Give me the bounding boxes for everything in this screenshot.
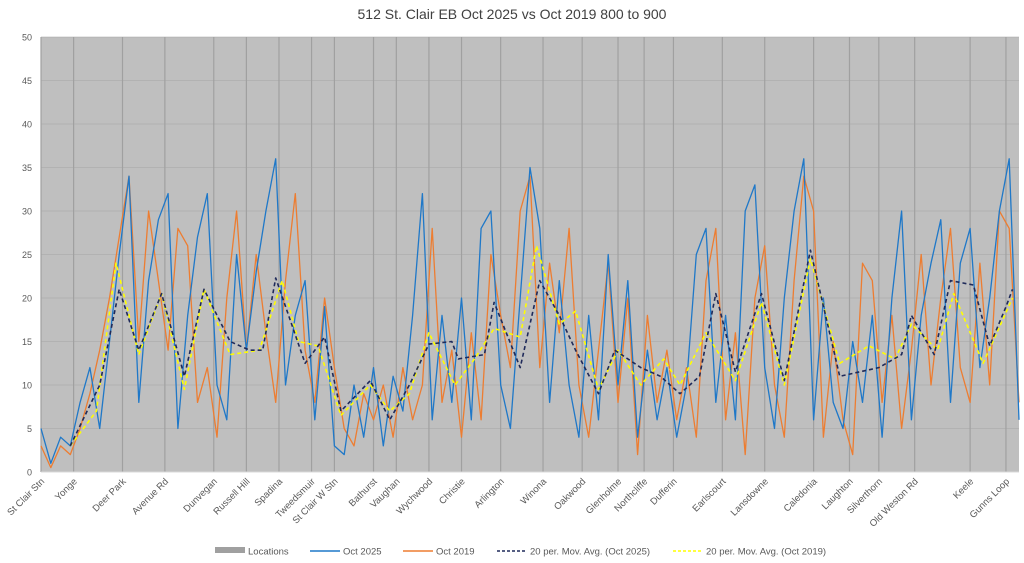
x-tick-label: Spadina [253,476,286,509]
chart-title: 512 St. Clair EB Oct 2025 vs Oct 2019 80… [358,6,667,22]
x-tick-label: Oakwood [552,476,588,512]
y-tick-label: 20 [22,294,32,304]
y-tick-label: 25 [22,250,32,260]
legend-label: 20 per. Mov. Avg. (Oct 2019) [706,547,826,558]
y-tick-label: 30 [22,207,32,217]
legend-swatch [215,547,245,553]
y-tick-label: 35 [22,163,32,173]
x-tick-label: Christie [437,476,468,507]
x-tick-label: Deer Park [91,476,129,514]
y-tick-label: 45 [22,76,32,86]
series-line-20-per-mov-avg-oct-2025- [69,249,1014,447]
series-line-oct-2025 [40,158,1020,464]
x-tick-label: Avenue Rd [130,476,171,517]
legend-label: Oct 2025 [343,547,382,558]
y-tick-label: 0 [27,468,32,478]
y-tick-label: 5 [27,424,32,434]
y-tick-label: 10 [22,381,32,391]
series-line-20-per-mov-avg-oct-2019- [69,245,1014,447]
x-tick-label: Dufferin [648,476,679,507]
y-tick-label: 50 [22,33,32,43]
x-tick-label: Lansdowne [729,476,771,518]
x-tick-label: Winona [519,476,550,507]
x-tick-label: Keele [951,476,976,501]
x-tick-label: Yonge [53,476,80,503]
legend-label: Oct 2019 [436,547,475,558]
legend-label: Locations [248,547,289,558]
legend-label: 20 per. Mov. Avg. (Oct 2025) [530,547,650,558]
x-tick-label: Earlscourt [690,476,728,514]
x-tick-label: Caledonia [782,476,821,515]
series-line-oct-2019 [40,175,1020,469]
y-tick-label: 15 [22,337,32,347]
x-tick-label: Arlington [472,476,506,510]
y-tick-label: 40 [22,120,32,130]
x-tick-label: St Clair Stn [5,476,47,518]
